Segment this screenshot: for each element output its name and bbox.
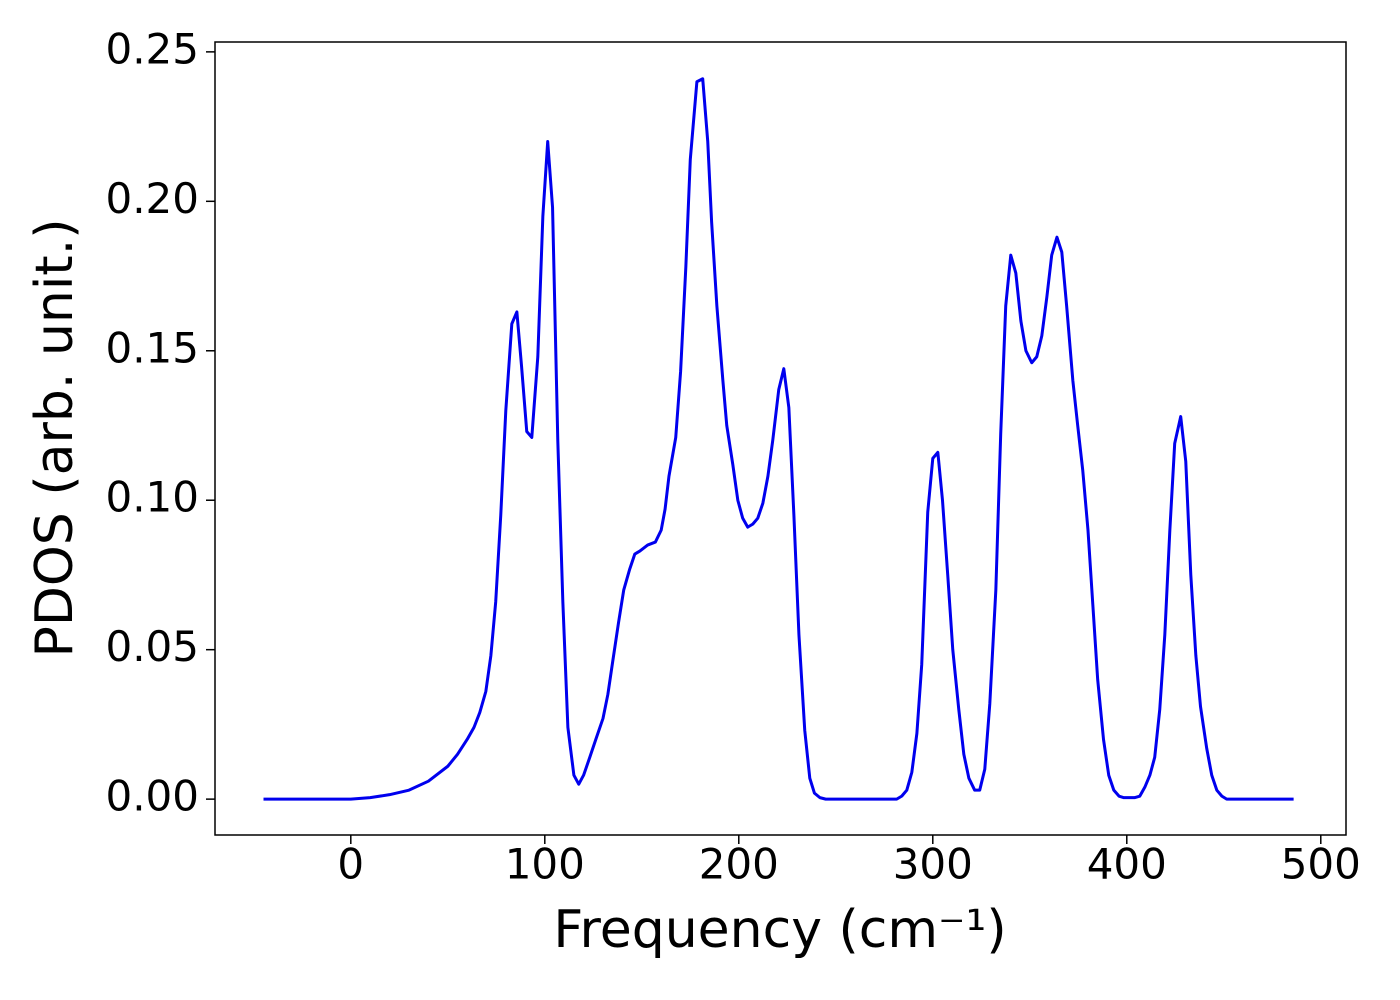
y-axis-label: PDOS (arb. unit.): [25, 218, 85, 657]
x-tick-label: 500: [1281, 840, 1361, 889]
y-tick-label: 0.05: [105, 622, 199, 671]
plot-frame: [214, 41, 1347, 836]
pdos-line: [263, 77, 1294, 801]
y-tick-label: 0.10: [105, 473, 199, 522]
x-axis-label: Frequency (cm⁻¹): [553, 900, 1006, 960]
x-tick-label: 400: [1087, 840, 1167, 889]
y-tick-label: 0.25: [105, 24, 199, 73]
x-tick-label: 200: [699, 840, 779, 889]
y-tick-label: 0.00: [105, 772, 199, 821]
x-tick-label: 300: [893, 840, 973, 889]
x-tick-label: 100: [505, 840, 585, 889]
x-tick-label: 0: [337, 840, 364, 889]
y-tick-label: 0.20: [105, 174, 199, 223]
y-tick-label: 0.15: [105, 323, 199, 372]
